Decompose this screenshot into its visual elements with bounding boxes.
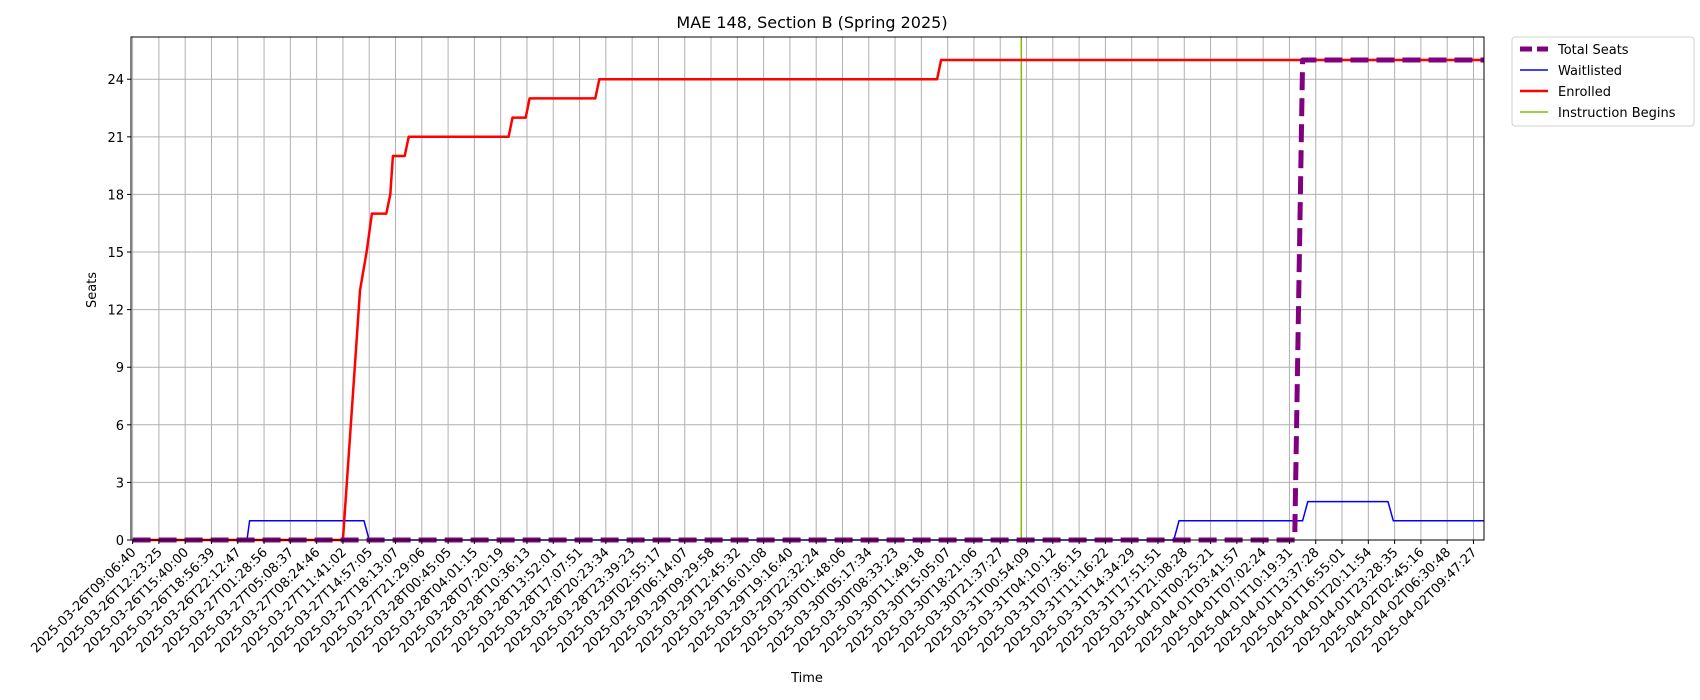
y-tick-label: 24 [107, 73, 124, 88]
y-tick-label: 15 [107, 246, 124, 261]
series-line-enrolled [132, 58, 1484, 542]
y-tick-label: 6 [116, 419, 124, 434]
x-axis-ticks: 2025-03-26T09:06:402025-03-26T12:23:2520… [28, 540, 1480, 656]
y-tick-label: 18 [107, 188, 124, 203]
y-tick-label: 3 [116, 476, 124, 491]
legend-entry: Total Seats [1557, 43, 1629, 58]
x-axis-title: Time [790, 671, 823, 686]
y-tick-label: 0 [116, 534, 124, 549]
y-tick-label: 9 [116, 361, 124, 376]
grid [131, 37, 1484, 541]
legend-entry: Enrolled [1558, 85, 1611, 100]
y-axis-title: Seats [85, 272, 100, 308]
series-line-total-seats [132, 57, 1484, 543]
plot-frame [130, 36, 1485, 541]
legend-entry: Instruction Begins [1558, 106, 1676, 121]
legend-box [1511, 36, 1695, 127]
y-tick-label: 12 [107, 304, 124, 319]
y-tick-label: 21 [107, 131, 124, 146]
legend: Total Seats Waitlisted Enrolled Instruction… [1511, 36, 1695, 127]
y-axis-ticks: 0 3 6 9 12 15 18 21 24 [107, 73, 131, 549]
series-lines [132, 37, 1484, 543]
chart-title: MAE 148, Section B (Spring 2025) [676, 13, 947, 32]
legend-entry: Waitlisted [1558, 64, 1622, 79]
series-line-waitlisted [132, 500, 1484, 541]
